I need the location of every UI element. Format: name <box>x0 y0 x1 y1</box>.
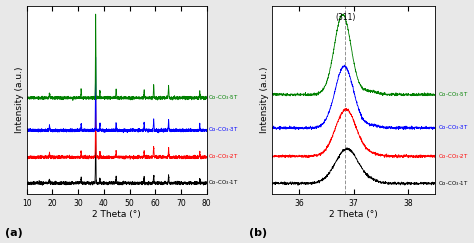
Y-axis label: Intensity (a.u.): Intensity (a.u.) <box>260 66 269 133</box>
Text: Co-CO$_3$-2T: Co-CO$_3$-2T <box>438 152 468 161</box>
Text: Co-CO$_3$-1T: Co-CO$_3$-1T <box>438 179 468 188</box>
Text: Co-CO$_3$-5T: Co-CO$_3$-5T <box>438 90 468 99</box>
Text: (a): (a) <box>5 228 23 238</box>
X-axis label: 2 Theta (°): 2 Theta (°) <box>329 210 378 219</box>
Text: Co-CO$_3$-3T: Co-CO$_3$-3T <box>208 125 239 134</box>
Text: Co-CO$_3$-1T: Co-CO$_3$-1T <box>208 178 239 187</box>
Y-axis label: Intensity (a.u.): Intensity (a.u.) <box>15 66 24 133</box>
Text: (b): (b) <box>249 228 267 238</box>
Text: (311): (311) <box>335 13 356 22</box>
X-axis label: 2 Theta (°): 2 Theta (°) <box>92 210 141 219</box>
Text: Co-CO$_3$-3T: Co-CO$_3$-3T <box>438 123 468 132</box>
Text: Co-CO$_3$-2T: Co-CO$_3$-2T <box>208 152 239 161</box>
Text: Co-CO$_3$-5T: Co-CO$_3$-5T <box>208 93 239 102</box>
